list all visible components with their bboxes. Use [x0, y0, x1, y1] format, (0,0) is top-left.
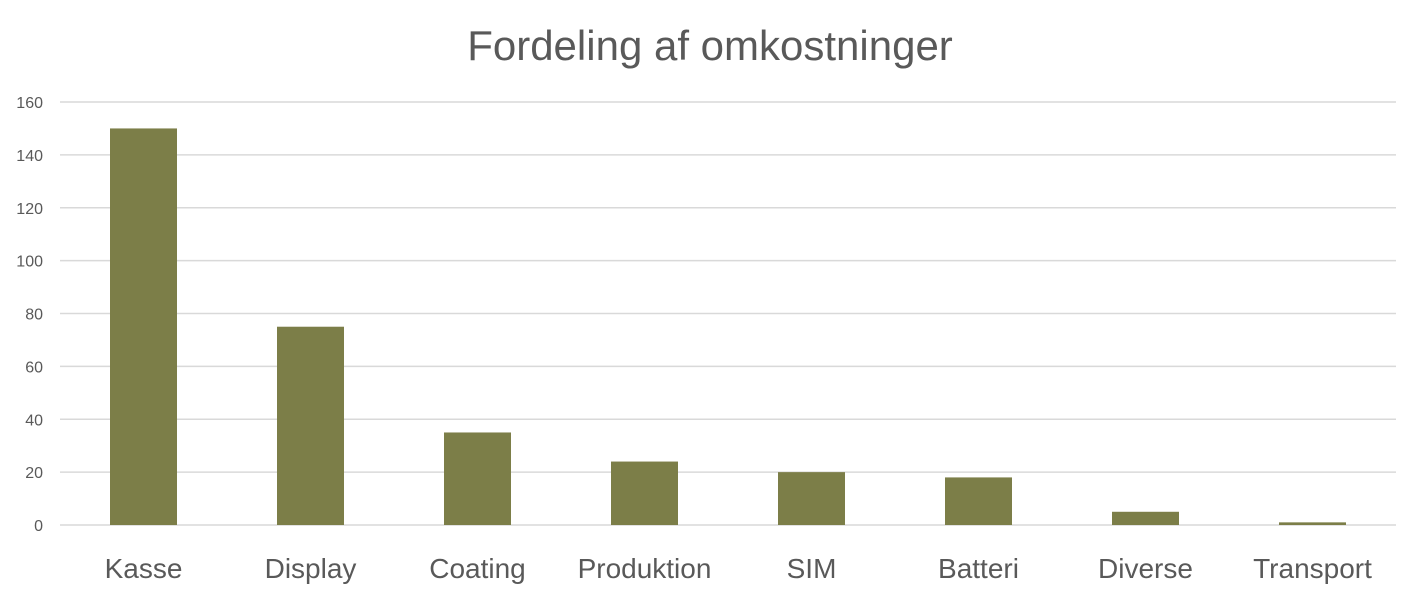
y-tick-label: 120 — [16, 201, 43, 218]
x-tick-label: Diverse — [1098, 553, 1193, 584]
y-tick-label: 100 — [16, 254, 43, 271]
bar-diverse — [1112, 511, 1179, 525]
y-tick-label: 160 — [16, 95, 43, 112]
x-tick-label: Coating — [429, 553, 526, 584]
bars — [110, 128, 1346, 525]
y-tick-label: 80 — [25, 307, 43, 324]
bar-kasse — [110, 128, 177, 525]
y-tick-label: 40 — [25, 412, 43, 429]
bar-batteri — [945, 477, 1012, 525]
y-tick-label: 20 — [25, 465, 43, 482]
x-tick-label: Produktion — [578, 553, 712, 584]
y-tick-label: 60 — [25, 359, 43, 376]
bar-transport — [1279, 522, 1346, 525]
y-axis-ticks: 0 20 40 60 80 100 120 140 160 — [16, 95, 43, 535]
x-tick-label: SIM — [787, 553, 837, 584]
y-tick-label: 140 — [16, 148, 43, 165]
bar-produktion — [611, 461, 678, 525]
bar-display — [277, 326, 344, 525]
y-tick-label: 0 — [34, 518, 43, 535]
bar-sim — [778, 472, 845, 525]
x-tick-label: Batteri — [938, 553, 1019, 584]
bar-coating — [444, 432, 511, 525]
gridlines — [60, 101, 1396, 526]
chart-title: Fordeling af omkostninger — [467, 22, 953, 69]
x-tick-label: Kasse — [105, 553, 183, 584]
x-tick-label: Transport — [1253, 553, 1372, 584]
x-tick-label: Display — [265, 553, 357, 584]
x-axis-ticks: Kasse Display Coating Produktion SIM Batteri D… — [105, 553, 1373, 584]
